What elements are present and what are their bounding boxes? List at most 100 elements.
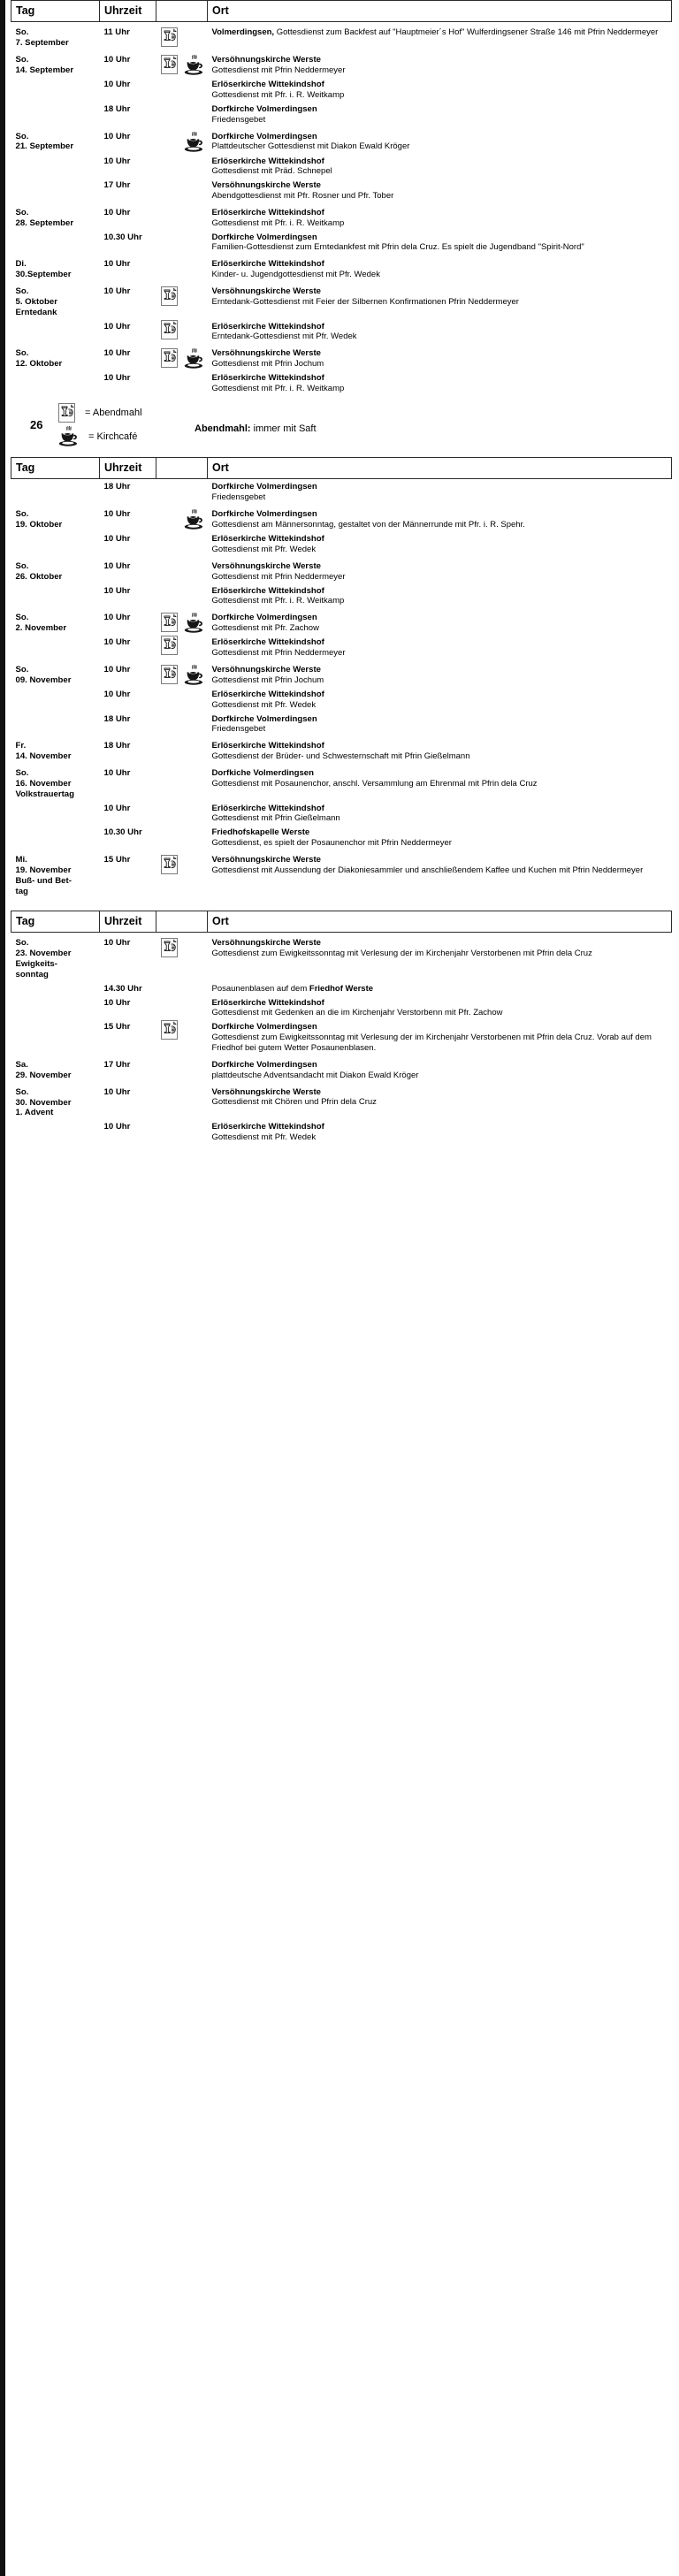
location-description: Gottesdienst mit Pfr. i. R. Weitkamp	[211, 596, 345, 606]
location-description: Gottesdienst mit Pfrin Gießelmann	[211, 813, 340, 824]
location-description: Gottesdienst mit Pfr. i. R. Weitkamp	[211, 217, 345, 228]
cell-time: 10 Uhr	[103, 938, 131, 949]
cell-day	[11, 995, 100, 1020]
legend-note: Abendmahl: immer mit Saft	[195, 400, 317, 434]
location-name: Versöhnungskirche Werste	[211, 180, 322, 191]
location-name: Dorfkirche Volmerdingsen	[211, 482, 317, 492]
location-name: Dorfkirche Volmerdingsen	[211, 1022, 317, 1033]
location-description: Gottesdienst mit Posaunenchor, anschl. V…	[211, 778, 538, 789]
table-row: 10 Uhr Erlöserkirche Wittekindshof Gottesd…	[11, 687, 672, 712]
legend-item-abendmahl: = Abendmahl	[58, 400, 191, 424]
cell-location: Erlöserkirche Wittekindshof Gottesdienst …	[208, 370, 672, 395]
location-description: Gottesdienst mit Pfrin Jochum	[211, 674, 324, 685]
location-description: Erntedank-Gottesdienst mit Feier der Sil…	[211, 296, 519, 307]
cell-location: Erlöserkirche Wittekindshof Gottesdienst …	[208, 995, 672, 1020]
cell-icons	[156, 763, 208, 801]
cell-icons	[156, 933, 208, 981]
location-name: Erlöserkirche Wittekindshof	[211, 534, 324, 545]
cell-time: 10.30 Uhr	[103, 232, 142, 242]
table-row: So. 23. November Ewigkeits- sonntag 10 Uh…	[11, 933, 672, 981]
location-description: Gottesdienst zum Ewigkeitssonntag mit Ve…	[211, 948, 592, 958]
cell-icons	[156, 850, 208, 898]
cell-location: Dorfkirche Volmerdingsen Plattdeutscher G…	[208, 126, 672, 154]
cell-time: 10 Uhr	[103, 80, 131, 90]
cell-location: Erlöserkirche Wittekindshof Erntedank-Got…	[208, 319, 672, 344]
location-description: Friedensgebet	[211, 114, 266, 125]
location-description: Gottesdienst, es spielt der Posaunenchor…	[211, 838, 452, 849]
column-header-tag: Tag	[11, 457, 100, 480]
table-row: 10 Uhr Erlöserkirche Wittekindshof Gottesd…	[11, 154, 672, 179]
icon-spacer	[161, 509, 178, 510]
kirchcafe-icon	[184, 348, 204, 370]
cell-location: Erlöserkirche Wittekindshof Gottesdienst …	[208, 801, 672, 826]
location-name: Versöhnungskirche Werste	[211, 286, 322, 297]
cell-location: Erlöserkirche Wittekindshof Gottesdienst …	[208, 202, 672, 230]
table-row: So. 12. Oktober 10 Uhr	[11, 343, 672, 370]
location-description: Gottesdienst mit Pfr. i. R. Weitkamp	[211, 89, 345, 100]
table-row: 18 Uhr Dorfkirche Volmerdingsen Friedensge…	[11, 102, 672, 126]
cell-icons	[156, 801, 208, 826]
page-number: 26	[30, 418, 43, 432]
location-description: Plattdeutscher Gottesdienst mit Diakon E…	[211, 141, 410, 152]
cell-time: 10 Uhr	[103, 1086, 131, 1097]
column-header-ort: Ort	[207, 0, 672, 23]
cell-day: Fr. 14. November	[15, 741, 72, 762]
cell-time: 10 Uhr	[103, 321, 131, 332]
cell-icons	[156, 1019, 208, 1055]
cell-time: 10 Uhr	[103, 348, 131, 359]
location-description: Gottesdienst mit Aussendung der Diakonie…	[211, 865, 644, 875]
location-description: Gottesdienst mit Pfr. Zachow	[211, 622, 319, 633]
cell-time: 10 Uhr	[103, 768, 131, 779]
schedule-tables-root: Tag Uhrzeit Ort So. 7. September 11 Uhr Volm…	[0, 0, 679, 1156]
location-description: Gottesdienst zum Ewigkeitssonntag mit Ve…	[211, 1032, 652, 1053]
cell-location: Posaunenblasen auf dem Friedhof Werste	[208, 981, 672, 995]
location-name: Versöhnungskirche Werste	[211, 1086, 322, 1097]
cell-day	[11, 583, 100, 608]
column-header-uhrzeit: Uhrzeit	[99, 0, 156, 23]
cell-time: 10 Uhr	[103, 286, 131, 297]
column-header-tag: Tag	[11, 0, 100, 23]
table-row: So. 19. Oktober 10 Uhr Dorfkirche Volmerd…	[11, 504, 672, 531]
cell-location: Friedhofskapelle Werste Gottesdienst, es …	[208, 825, 672, 850]
kirchcafe-icon	[184, 664, 204, 686]
cell-time: 10 Uhr	[103, 131, 131, 141]
abendmahl-icon	[160, 1020, 178, 1040]
cell-icons	[156, 687, 208, 712]
location-description: Erntedank-Gottesdienst mit Pfr. Wedek	[211, 332, 357, 342]
column-header-ort: Ort	[207, 457, 672, 480]
cell-day: So. 21. September	[15, 131, 74, 152]
kirchcafe-icon	[184, 55, 204, 76]
location-name: Volmerdingsen,	[211, 27, 275, 38]
cell-icons	[156, 202, 208, 230]
cell-day: So. 30. November 1. Advent	[15, 1086, 72, 1118]
cell-location: Dorfkirche Volmerdingsen Friedensgebet	[208, 712, 672, 736]
cell-time: 14.30 Uhr	[103, 983, 142, 994]
location-name: Erlöserkirche Wittekindshof	[211, 321, 324, 332]
cell-day	[11, 370, 100, 395]
cell-day	[11, 825, 100, 850]
legend-item-kirchcafe: = Kirchcafé	[58, 424, 191, 448]
table-row: 10 Uhr Erlöserkirche Wittekindshof Gottesd…	[11, 1119, 672, 1144]
cell-icons	[156, 583, 208, 608]
cell-day	[11, 687, 100, 712]
cell-day: So. 7. September	[15, 27, 69, 49]
cell-location: Erlöserkirche Wittekindshof Kinder- u. Ju…	[208, 254, 672, 281]
cell-day: So. 16. November Volkstrauertag	[15, 768, 74, 799]
cell-icons	[156, 230, 208, 255]
table-row: 10 Uhr Erlöserkirche Wittekindshof Gottesd…	[11, 531, 672, 556]
cell-time: 18 Uhr	[103, 713, 131, 724]
location-name: Erlöserkirche Wittekindshof	[211, 585, 324, 596]
cell-location: Dorfkiche Volmerdingsen Gottesdienst mit …	[208, 763, 672, 801]
cell-icons	[156, 556, 208, 583]
cell-location: Dorfkirche Volmerdingsen Friedensgebet	[208, 102, 672, 126]
cell-icons	[156, 995, 208, 1020]
cell-icons	[156, 102, 208, 126]
cell-time: 10 Uhr	[103, 560, 131, 571]
abendmahl-icon	[160, 613, 178, 633]
table-row: Sa. 29. November 17 Uhr Dorfkirche Volmerd…	[11, 1055, 672, 1082]
cell-icons	[156, 479, 208, 504]
cell-time: 10 Uhr	[103, 637, 131, 648]
cell-day	[11, 178, 100, 202]
location-name: Dorfkirche Volmerdingsen	[211, 103, 317, 114]
cell-time: 18 Uhr	[103, 103, 131, 114]
